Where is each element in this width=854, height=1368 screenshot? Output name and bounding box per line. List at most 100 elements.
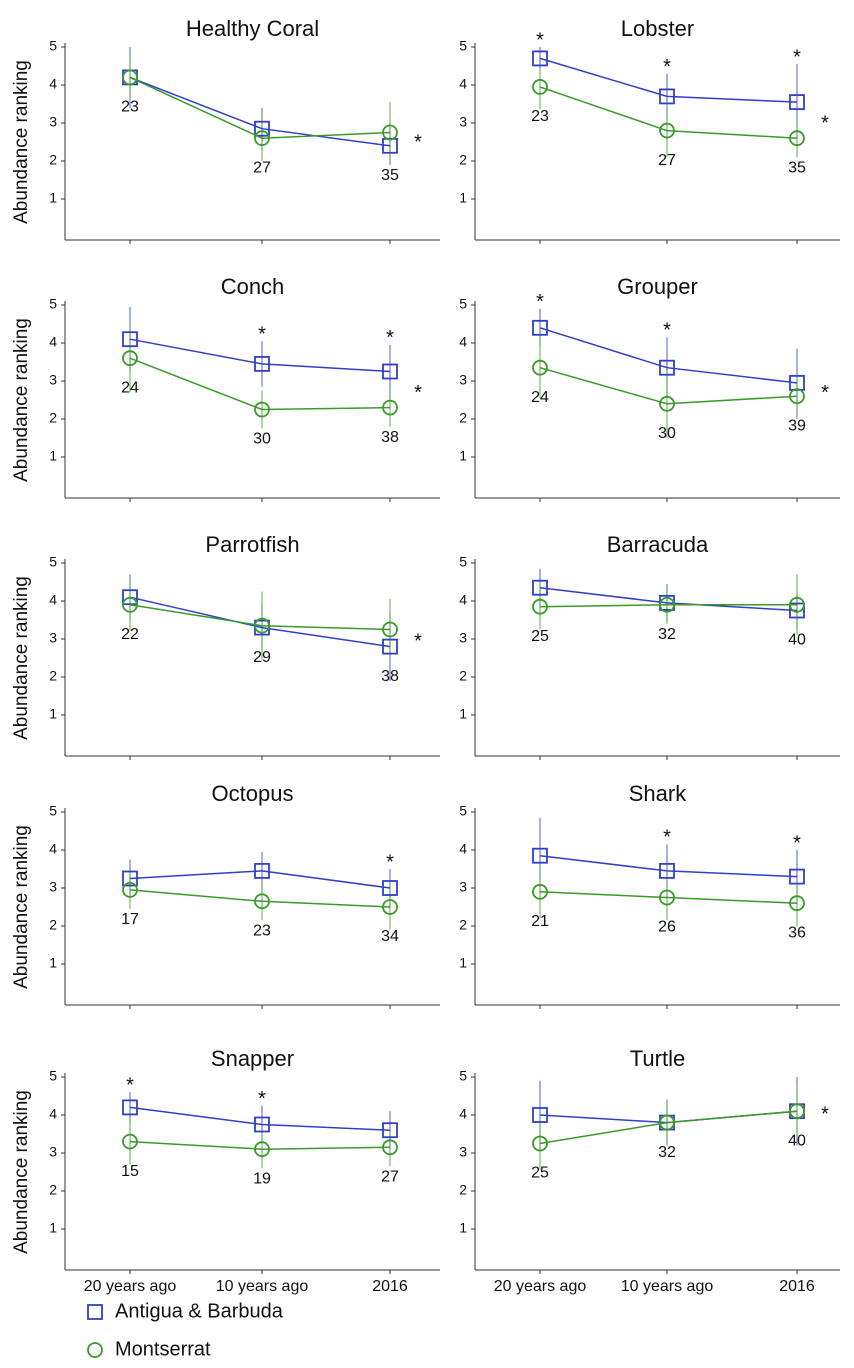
y-tick-label: 3 [459, 879, 467, 895]
sample-size: 26 [658, 919, 676, 936]
trend-mark: * [414, 630, 422, 652]
sample-size: 39 [788, 417, 806, 434]
series-line [539, 327, 798, 384]
marker [122, 589, 138, 606]
significance-mark: * [536, 29, 544, 51]
series-line [129, 604, 391, 631]
sample-size: 24 [531, 389, 549, 406]
y-tick-label: 3 [459, 1144, 467, 1160]
y-tick-label: 5 [459, 803, 467, 819]
panel-title: Conch [221, 274, 285, 299]
marker [659, 1114, 675, 1131]
sample-size: 30 [253, 431, 271, 448]
sample-size: 40 [788, 632, 806, 649]
y-tick-label: 1 [459, 448, 467, 464]
series-line [129, 338, 391, 373]
marker [254, 893, 270, 910]
y-tick-label: 4 [459, 334, 467, 350]
y-tick-label: 4 [49, 1106, 57, 1122]
marker [532, 598, 548, 615]
sample-size: 32 [658, 1144, 676, 1161]
sample-size: 27 [253, 159, 271, 176]
marker [532, 359, 548, 376]
marker [122, 1133, 138, 1150]
marker [254, 863, 270, 879]
significance-mark: * [663, 56, 671, 78]
x-tick-label: 20 years ago [84, 1278, 177, 1295]
y-tick-label: 2 [459, 410, 467, 426]
marker [382, 363, 398, 380]
sample-size: 30 [658, 425, 676, 442]
sample-size: 34 [381, 928, 399, 945]
y-tick-label: 4 [459, 1106, 467, 1122]
y-tick-label: 2 [49, 152, 57, 168]
y-axis-label: Abundance ranking [11, 825, 32, 989]
series-line [539, 1110, 798, 1145]
y-tick-label: 5 [459, 554, 467, 570]
significance-mark: * [663, 827, 671, 849]
marker [659, 88, 675, 105]
marker [122, 1099, 138, 1116]
series-line [129, 596, 391, 648]
sample-size: 23 [531, 108, 549, 125]
y-tick-label: 1 [459, 1220, 467, 1236]
marker [789, 596, 805, 613]
y-tick-label: 4 [459, 841, 467, 857]
y-tick-label: 5 [459, 1068, 467, 1084]
y-tick-label: 3 [49, 1144, 57, 1160]
marker [254, 617, 270, 634]
marker [382, 124, 398, 141]
marker [532, 1135, 548, 1152]
x-tick-label: 2016 [372, 1278, 408, 1295]
panel-title: Snapper [211, 1046, 294, 1071]
marker [382, 880, 398, 896]
sample-size: 27 [658, 152, 676, 169]
marker [659, 122, 675, 139]
y-axis-label: Abundance ranking [11, 60, 32, 224]
y-tick-label: 5 [49, 1068, 57, 1084]
y-tick-label: 2 [459, 917, 467, 933]
y-tick-label: 1 [459, 955, 467, 971]
y-tick-label: 4 [49, 841, 57, 857]
marker [382, 1122, 398, 1139]
y-tick-label: 3 [49, 114, 57, 130]
marker [254, 355, 270, 372]
series-line [129, 889, 391, 908]
marker [122, 331, 138, 348]
y-axis-label: Abundance ranking [11, 576, 32, 740]
y-tick-label: 3 [459, 114, 467, 130]
series-line [129, 76, 391, 139]
marker [789, 895, 805, 912]
marker [122, 350, 138, 367]
y-tick-label: 3 [459, 372, 467, 388]
marker [382, 1139, 398, 1156]
y-tick-label: 2 [459, 668, 467, 684]
y-tick-label: 5 [459, 296, 467, 312]
y-tick-label: 4 [459, 76, 467, 92]
x-tick-label: 20 years ago [494, 1278, 587, 1295]
y-tick-label: 3 [459, 630, 467, 646]
sample-size: 24 [121, 379, 139, 396]
marker [789, 1103, 805, 1120]
y-tick-label: 5 [49, 38, 57, 54]
series-line [539, 366, 798, 405]
marker [382, 621, 398, 638]
sample-size: 40 [788, 1132, 806, 1149]
sample-size: 38 [381, 668, 399, 685]
trend-mark: * [414, 382, 422, 404]
legend-label: Antigua & Barbuda [115, 1300, 284, 1322]
panel-title: Healthy Coral [186, 16, 319, 41]
marker [659, 889, 675, 906]
trend-mark: * [821, 382, 829, 404]
y-tick-label: 1 [49, 190, 57, 206]
marker [659, 359, 675, 376]
marker [254, 130, 270, 147]
series-line [129, 870, 391, 889]
series-line [539, 854, 798, 878]
marker [532, 1107, 548, 1123]
series-line [129, 76, 391, 147]
y-tick-label: 1 [459, 706, 467, 722]
trend-mark: * [821, 1103, 829, 1125]
y-tick-label: 2 [49, 410, 57, 426]
marker [254, 401, 270, 418]
